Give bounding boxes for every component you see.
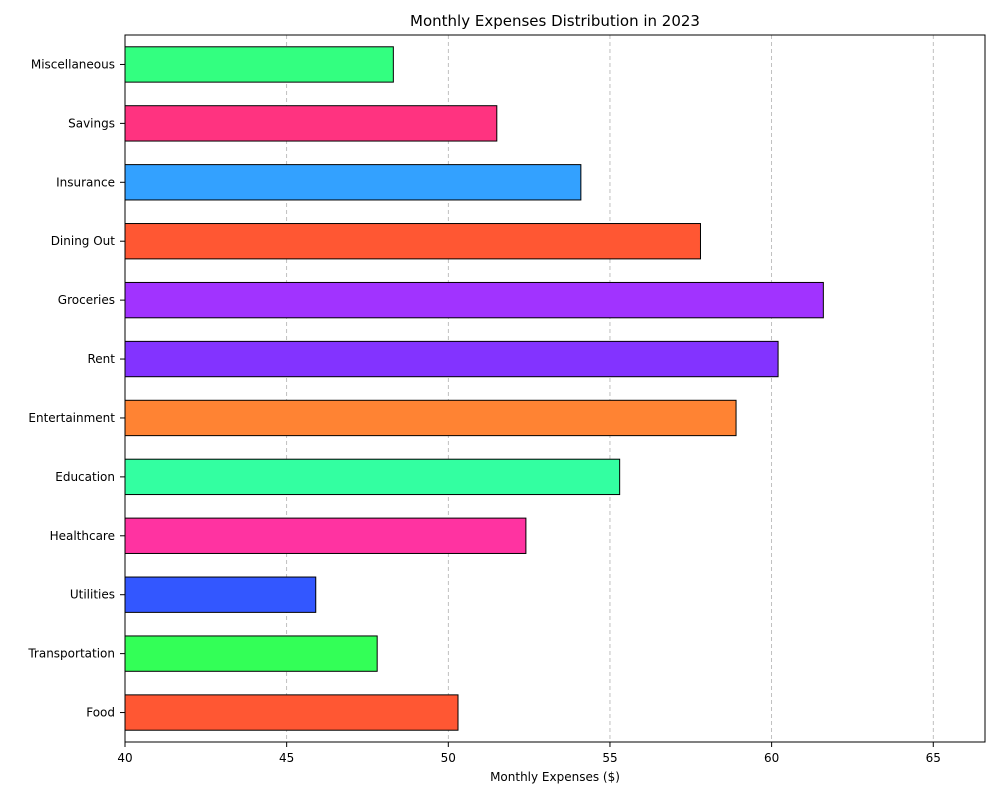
y-tick-label: Transportation — [27, 647, 115, 661]
bar-utilities — [124, 576, 317, 613]
x-axis-ticks: 40 45 50 55 60 65 — [117, 742, 941, 765]
bar-education — [124, 458, 621, 496]
bar-savings — [124, 105, 498, 142]
bar-groceries — [124, 281, 824, 319]
y-axis-ticks: Food Transportation Utilities Healthcare Edu… — [27, 57, 125, 720]
y-tick-label: Miscellaneous — [31, 57, 115, 71]
x-axis-label: Monthly Expenses ($) — [490, 770, 620, 784]
x-tick-label: 50 — [441, 751, 456, 765]
bar-miscellaneous — [124, 46, 394, 83]
y-tick-label: Food — [86, 706, 115, 720]
y-tick-label: Healthcare — [50, 529, 115, 543]
y-tick-label: Entertainment — [28, 411, 115, 425]
x-tick-label: 55 — [602, 751, 617, 765]
plot-frame — [124, 34, 986, 743]
y-tick-label: Groceries — [58, 293, 115, 307]
bar-insurance — [124, 164, 582, 201]
bar-entertainment — [124, 399, 737, 437]
bar-rent — [124, 340, 779, 378]
x-tick-label: 65 — [926, 751, 941, 765]
bar-transportation — [124, 635, 378, 672]
y-tick-label: Utilities — [70, 588, 115, 602]
x-tick-label: 45 — [279, 751, 294, 765]
x-gridlines — [286, 35, 934, 742]
bar-dining-out — [124, 223, 701, 260]
x-tick-label: 40 — [117, 751, 132, 765]
y-tick-label: Insurance — [56, 175, 115, 189]
chart-title: Monthly Expenses Distribution in 2023 — [410, 12, 700, 30]
bar-food — [124, 694, 459, 731]
bars — [124, 46, 824, 731]
bar-healthcare — [124, 517, 527, 554]
y-tick-label: Rent — [88, 352, 116, 366]
y-tick-label: Dining Out — [51, 234, 116, 248]
x-tick-label: 60 — [764, 751, 779, 765]
y-tick-label: Savings — [68, 116, 115, 130]
y-tick-label: Education — [55, 470, 115, 484]
